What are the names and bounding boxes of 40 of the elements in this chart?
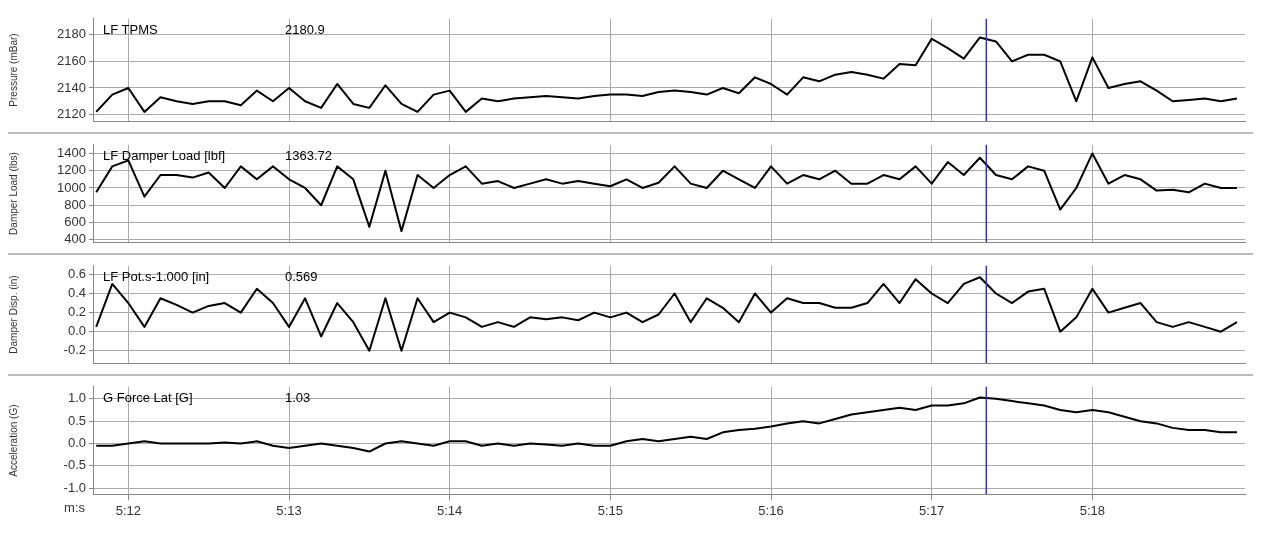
y-tick-label: -1.0 xyxy=(63,479,86,495)
y-tick-label: 400 xyxy=(64,231,86,247)
y-tick-label: 0.2 xyxy=(67,304,86,320)
y-tick-label: 1400 xyxy=(57,145,86,161)
text: LF TPMS xyxy=(103,22,158,38)
x-tick-label: 5:13 xyxy=(276,502,302,518)
y-tick-label: 2160 xyxy=(57,52,86,68)
x-tick-label: 5:14 xyxy=(437,502,463,518)
y-tick-label: 1.0 xyxy=(67,390,86,406)
x-tick-label: 5:12 xyxy=(115,502,141,518)
x-tick-label: 5:17 xyxy=(919,502,945,518)
y-tick-label: 0.0 xyxy=(67,435,86,451)
y-tick-label: 0.5 xyxy=(67,412,86,428)
y-tick-label: 1200 xyxy=(57,162,86,178)
y-tick-label: 1000 xyxy=(57,179,86,195)
y-axis-title: Damper Load (lbs) xyxy=(7,152,19,235)
x-tick-label: 5:18 xyxy=(1079,502,1106,518)
annotation: 2180.9 xyxy=(285,22,325,38)
series-label: LF Pot.s-1.000 [in] xyxy=(103,269,210,285)
y-axis-title: Damper Disp. (in) xyxy=(7,275,19,354)
y-tick-label: 2120 xyxy=(57,106,86,122)
y-tick-label: -0.2 xyxy=(63,342,86,358)
y-tick-label: 2180 xyxy=(57,26,86,42)
y-tick-label: -0.5 xyxy=(63,457,86,473)
series-label: LF Damper Load [lbf] xyxy=(103,148,226,164)
y-tick-label: 800 xyxy=(64,196,86,212)
x-tick-label: 5:15 xyxy=(597,502,624,518)
annotation: 1363.72 xyxy=(285,148,332,164)
y-tick-label: 2140 xyxy=(57,79,86,95)
text: G Force Lat [G] xyxy=(103,390,193,406)
y-axis-title: Pressure (mBar) xyxy=(7,33,19,107)
y-tick-label: 0.6 xyxy=(67,265,86,281)
y-tick-label: 0.0 xyxy=(67,323,86,339)
x-axis-title: m:s xyxy=(64,500,86,516)
annotation: 1.03 xyxy=(285,390,311,406)
y-tick-label: 0.4 xyxy=(67,285,86,301)
x-tick-label: 5:16 xyxy=(758,502,784,518)
y-axis-title: Acceleration (G) xyxy=(7,404,19,477)
y-tick-label: 600 xyxy=(64,214,86,230)
annotation: 0.569 xyxy=(285,269,318,285)
